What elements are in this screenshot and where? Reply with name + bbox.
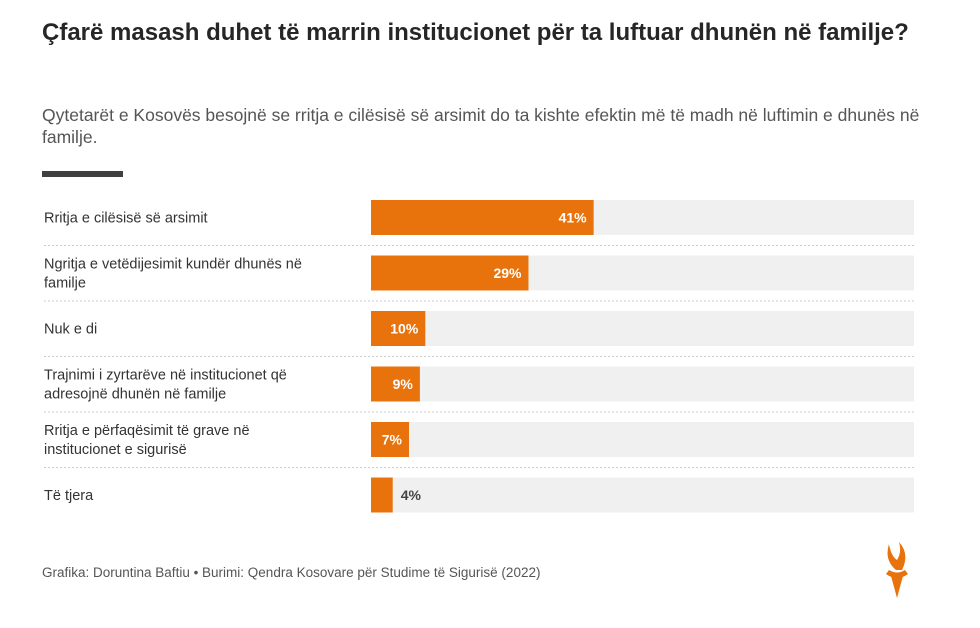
value-label: 41% <box>559 210 588 226</box>
source-credit: Grafika: Doruntina Baftiu • Burimi: Qend… <box>42 565 541 580</box>
bar-track <box>371 311 914 346</box>
bar <box>371 477 393 513</box>
title-rule <box>42 171 123 177</box>
value-label: 7% <box>382 432 403 448</box>
chart-subtitle: Qytetarët e Kosovës besojnë se rritja e … <box>42 105 920 147</box>
category-label: Nuk e di <box>44 322 97 338</box>
bar-track <box>371 422 914 457</box>
category-label: institucionet e sigurisë <box>44 442 187 458</box>
category-label: Rritja e përfaqësimit të grave në <box>44 423 250 439</box>
category-label: familje <box>44 276 86 292</box>
category-label: Rritja e cilësisë së arsimit <box>44 211 208 227</box>
torch-logo-icon <box>886 542 908 598</box>
category-label: Të tjera <box>44 488 94 504</box>
category-label: Trajnimi i zyrtarëve në institucionet që <box>44 368 287 384</box>
chart-title: Çfarë masash duhet të marrin institucion… <box>42 19 909 46</box>
value-label: 9% <box>393 376 414 392</box>
bar <box>371 200 594 235</box>
category-label: adresojnë dhunën në familje <box>44 387 226 403</box>
bar-track <box>371 366 914 402</box>
bar <box>371 422 410 457</box>
value-label: 29% <box>493 265 522 281</box>
bar <box>371 255 529 291</box>
bar <box>371 366 420 402</box>
bar <box>371 311 426 346</box>
bar-track <box>371 477 914 513</box>
value-label: 10% <box>390 321 419 337</box>
category-label: Ngritja e vetëdijesimit kundër dhunës në <box>44 257 302 273</box>
value-label: 4% <box>401 487 422 503</box>
